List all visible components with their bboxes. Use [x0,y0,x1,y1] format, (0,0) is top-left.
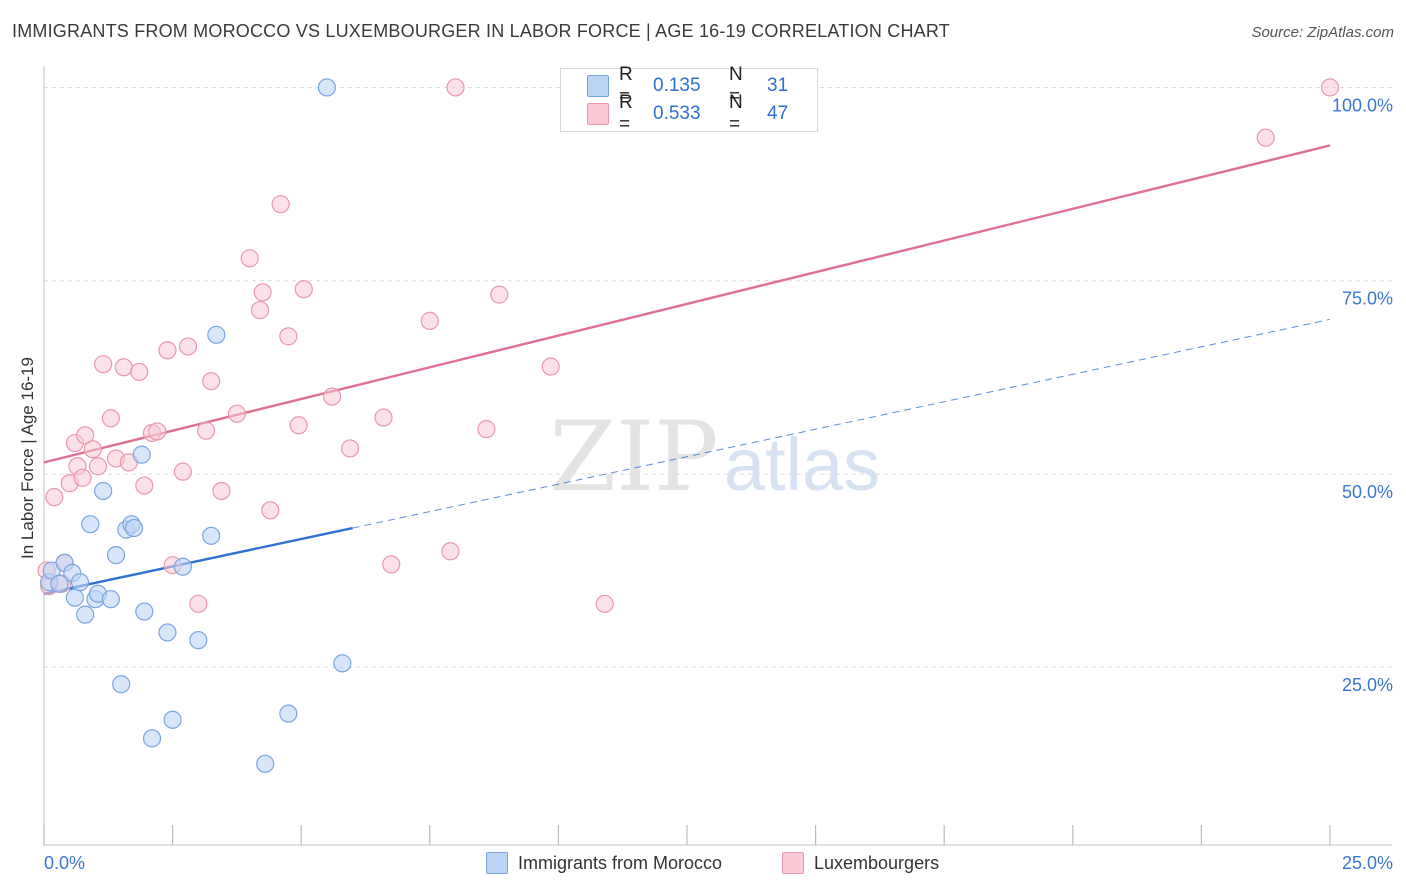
data-point-luxembourgers [189,594,208,613]
data-point-morocco [124,518,144,538]
data-point-luxembourgers [541,357,560,376]
data-point-luxembourgers [212,481,231,501]
data-point-morocco [158,623,177,642]
data-point-morocco [106,546,126,565]
data-point-luxembourgers [340,439,360,458]
data-point-morocco [189,631,208,650]
data-point-morocco [135,602,154,621]
data-point-morocco [317,78,337,97]
legend-n-value-luxembourgers: 47 [767,103,789,124]
data-point-luxembourgers [130,362,149,382]
legend-r-label: R = [619,92,633,135]
trendline-luxembourgers [43,144,1331,464]
data-point-luxembourgers [45,488,64,507]
legend-n-label: N = [729,92,743,135]
data-point-morocco [65,588,84,607]
data-point-luxembourgers [595,594,614,613]
data-point-luxembourgers [1320,78,1340,97]
data-point-luxembourgers [114,358,133,377]
data-point-morocco [101,590,120,609]
data-point-luxembourgers [1256,128,1275,147]
data-point-luxembourgers [294,280,313,299]
data-point-morocco [132,445,151,464]
data-point-morocco [50,574,69,593]
data-point-luxembourgers [240,249,259,268]
watermark-atlas: atlas [724,423,880,506]
data-point-morocco [163,710,182,729]
data-point-luxembourgers [271,195,290,214]
data-point-luxembourgers [250,300,270,320]
data-point-luxembourgers [76,426,95,445]
data-point-luxembourgers [477,420,496,439]
data-point-luxembourgers [202,372,221,391]
data-point-morocco [112,675,131,694]
watermark-zip: ZIP [549,401,718,513]
x-tick-label: 25.0% [1342,853,1393,873]
bottom-legend-label-morocco: Immigrants from Morocco [518,852,723,873]
data-point-luxembourgers [227,404,246,423]
data-point-luxembourgers [374,408,393,427]
data-point-morocco [81,515,100,534]
data-point-luxembourgers [279,327,298,346]
legend-r-label: R = [619,64,633,107]
legend-n-label: N = [729,64,743,107]
y-tick-label: 100.0% [1332,95,1393,115]
legend-n-value-morocco: 31 [767,75,789,96]
y-tick-label: 25.0% [1342,675,1393,695]
bottom-legend-label-luxembourgers: Luxembourgers [814,852,940,873]
data-point-luxembourgers [446,78,465,97]
data-point-morocco [256,754,275,773]
data-point-morocco [142,729,162,748]
stats-legend: R = 0.135 N = 31 R = 0.533 N = 47 [560,64,818,135]
data-point-luxembourgers [88,457,108,476]
data-point-morocco [76,605,95,624]
legend-swatch-morocco [587,75,609,97]
data-point-morocco [202,526,221,545]
data-point-luxembourgers [322,387,342,406]
data-point-morocco [333,654,352,673]
data-point-luxembourgers [178,337,198,356]
data-point-luxembourgers [83,440,102,459]
data-point-morocco [279,704,298,723]
data-point-morocco [94,481,113,501]
bottom-legend-swatch-morocco [486,852,508,874]
data-point-luxembourgers [289,416,308,435]
data-point-luxembourgers [490,285,509,304]
data-point-luxembourgers [261,501,280,520]
data-point-morocco [207,325,226,344]
legend-r-value-luxembourgers: 0.533 [653,103,701,124]
bottom-legend-luxembourgers: Luxembourgers [782,852,939,874]
y-tick-label: 75.0% [1342,289,1393,309]
data-point-luxembourgers [94,355,113,374]
data-point-luxembourgers [253,283,272,302]
legend-r-value-morocco: 0.135 [653,75,701,96]
data-point-luxembourgers [135,476,154,495]
source-credit: Source: ZipAtlas.com [1251,24,1394,41]
data-point-luxembourgers [173,462,192,481]
y-tick-label: 50.0% [1342,482,1393,502]
data-point-luxembourgers [382,555,401,574]
data-point-luxembourgers [420,311,439,331]
y-axis-label: In Labor Force | Age 16-19 [18,357,37,559]
data-point-luxembourgers [101,409,120,428]
data-point-morocco [70,573,90,592]
data-point-luxembourgers [73,468,92,487]
data-point-luxembourgers [158,341,177,360]
trendline-morocco-dashed [352,318,1331,529]
chart-title: IMMIGRANTS FROM MOROCCO VS LUXEMBOURGER … [12,21,950,41]
data-point-luxembourgers [441,542,460,561]
legend-swatch-luxembourgers [587,103,609,125]
bottom-legend-swatch-luxembourgers [782,852,804,874]
data-point-morocco [173,557,192,576]
bottom-legend-morocco: Immigrants from Morocco [486,852,722,874]
trendline-morocco [43,526,353,595]
data-point-luxembourgers [196,421,216,440]
x-tick-label: 0.0% [44,853,85,873]
data-point-luxembourgers [148,422,167,441]
